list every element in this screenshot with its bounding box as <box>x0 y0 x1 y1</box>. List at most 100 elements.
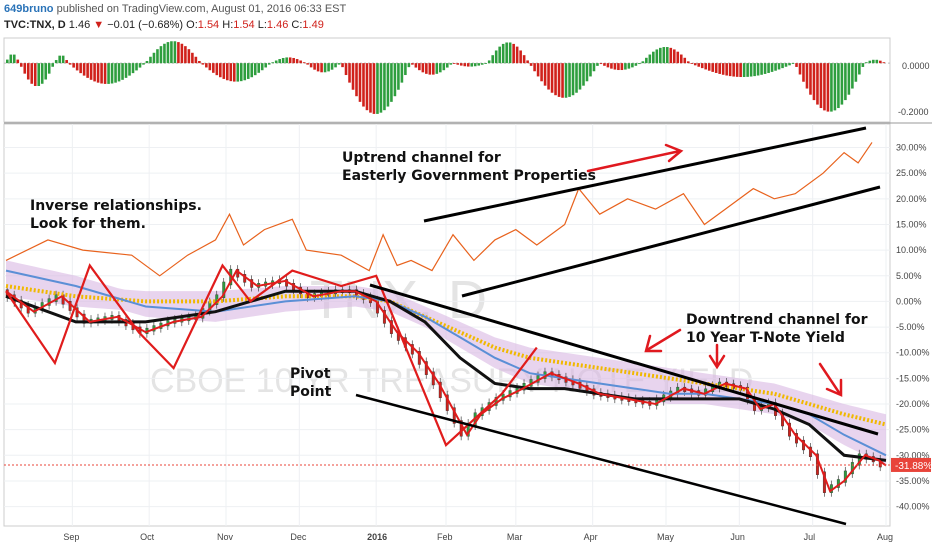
oscillator-bar <box>452 63 456 64</box>
x-tick-label: Dec <box>290 532 307 542</box>
oscillator-bar <box>44 63 48 80</box>
oscillator-bar <box>816 63 819 105</box>
oscillator-bar <box>571 63 575 96</box>
oscillator-bar <box>309 63 313 68</box>
oscillator-bar <box>222 63 226 79</box>
oscillator-bar <box>264 63 268 68</box>
oscillator-bar <box>110 63 114 84</box>
oscillator-bar <box>781 63 784 69</box>
oscillator-bar <box>875 59 879 64</box>
last-value-label: -31.88% <box>895 461 932 472</box>
oscillator-bar <box>693 63 697 66</box>
y-tick-label: 15.00% <box>896 219 927 229</box>
oscillator-bar <box>135 63 138 71</box>
oscillator-bar <box>833 63 837 111</box>
arrow-to-downtrend-right[interactable] <box>818 362 843 397</box>
oscillator-bar <box>652 51 655 64</box>
oscillator-bar <box>610 63 613 69</box>
oscillator-bar <box>851 63 854 89</box>
oscillator-bar <box>480 63 484 65</box>
oscillator-bar <box>131 63 135 74</box>
oscillator-bar <box>732 63 735 77</box>
downtrend-lower-line[interactable] <box>355 393 847 526</box>
symbol-name[interactable]: TVC:TNX, D <box>4 19 66 31</box>
grid <box>4 62 890 526</box>
oscillator-bar <box>30 63 34 84</box>
oscillator-bar <box>809 63 812 95</box>
oscillator-bar <box>40 63 44 84</box>
osc-tick-label: 0.0000 <box>902 61 930 71</box>
downtrend-upper-line[interactable] <box>369 283 879 436</box>
oscillator-bar <box>735 63 739 77</box>
y-tick-label: -15.00% <box>896 373 930 383</box>
oscillator-bar <box>313 63 316 70</box>
x-tick-label: Jun <box>730 532 745 542</box>
oscillator-bar <box>9 54 13 64</box>
oscillator-bar <box>592 63 596 72</box>
oscillator-bar <box>508 42 512 64</box>
x-tick-label: Aug <box>877 532 893 542</box>
author-name[interactable]: 649bruno <box>4 3 54 15</box>
oscillator-bar <box>557 63 561 97</box>
oscillator-bar <box>411 63 414 65</box>
annotation-downtrend-1: Downtrend channel for <box>686 312 868 328</box>
arrow-to-downtrend-left[interactable] <box>644 328 682 353</box>
oscillator-bar <box>564 63 568 98</box>
oscillator-bar <box>12 54 16 64</box>
oscillator-bar <box>491 55 494 64</box>
price-lines <box>4 142 890 497</box>
oscillator-bar <box>446 63 449 68</box>
oscillator-bar <box>697 63 701 67</box>
oscillator-bar <box>672 49 676 64</box>
oscillator-bar <box>844 63 847 101</box>
oscillator-bar <box>865 62 868 64</box>
oscillator-bar <box>274 60 278 64</box>
uptrend-lower-line[interactable] <box>461 185 881 298</box>
y-tick-label: -5.00% <box>896 322 925 332</box>
oscillator-bar <box>414 63 418 68</box>
oscillator-bar <box>191 52 194 64</box>
y-tick-label: 10.00% <box>896 245 927 255</box>
oscillator-bar <box>250 63 254 78</box>
oscillator-bar <box>208 63 212 71</box>
oscillator-bar <box>243 63 247 81</box>
oscillator-bar <box>337 63 341 65</box>
oscillator-bar <box>659 47 662 64</box>
oscillator-bar <box>271 62 274 64</box>
oscillator-bar <box>386 63 390 107</box>
uptrend-upper-line[interactable] <box>423 126 867 223</box>
oscillator-bar <box>365 63 369 111</box>
oscillator-bar <box>662 47 666 64</box>
x-tick-label: May <box>657 532 675 542</box>
oscillator-bar <box>456 63 460 65</box>
oscillator-bar <box>103 63 107 84</box>
osc-tick-label: -0.2000 <box>898 107 929 117</box>
oscillator-bar <box>858 63 861 75</box>
oscillator-bar <box>805 63 809 89</box>
oscillator-bar <box>498 46 501 64</box>
oscillator-bar <box>299 60 302 64</box>
oscillator-bar <box>830 63 833 112</box>
arrow-to-uptrend[interactable] <box>586 143 684 173</box>
oscillator-bar <box>428 63 432 75</box>
oscillator-bar <box>882 62 886 64</box>
oscillator-bar <box>550 63 554 93</box>
oscillator-bar <box>177 42 180 64</box>
oscillator-bar <box>170 41 173 64</box>
oscillator-bar <box>585 63 589 82</box>
oscillator-bar <box>362 63 365 107</box>
price-panel[interactable] <box>3 123 891 527</box>
oscillator-bar <box>425 63 428 74</box>
oscillator-bar <box>505 42 508 64</box>
oscillator-bar <box>439 63 442 73</box>
oscillator-bar <box>372 63 376 114</box>
x-tick-label: Mar <box>507 532 523 542</box>
oscillator-bar <box>432 63 435 75</box>
oscillator-bar <box>578 63 582 90</box>
oscillator-bar <box>582 63 585 86</box>
oscillator-bar <box>65 60 68 64</box>
oscillator-bar <box>267 63 271 65</box>
arrow-to-downtrend-mid[interactable] <box>708 343 726 370</box>
oscillator-panel[interactable] <box>3 37 891 123</box>
